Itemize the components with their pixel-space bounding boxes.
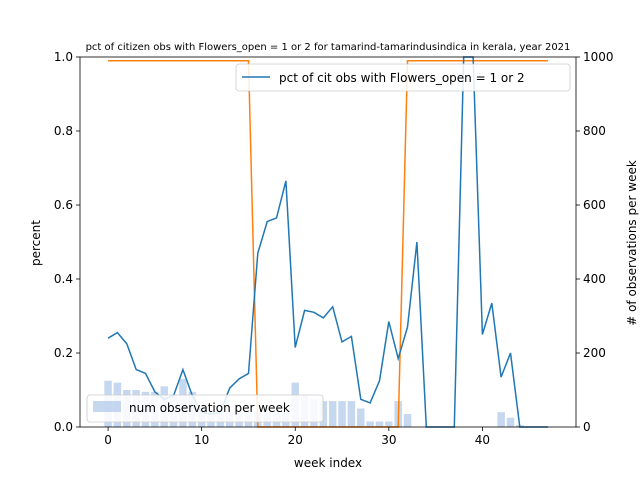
y2-tick-label: 800	[583, 124, 606, 138]
x-tick-label: 30	[381, 433, 396, 447]
x-tick-label: 20	[288, 433, 303, 447]
observation-bar	[338, 401, 346, 427]
y-axis-label: percent	[29, 220, 43, 266]
observation-count-line	[108, 59, 548, 428]
y2-tick-label: 1000	[583, 50, 614, 64]
legend-label-line: pct of cit obs with Flowers_open = 1 or …	[279, 71, 525, 85]
observation-bar	[385, 421, 393, 427]
observation-bar	[375, 421, 384, 427]
legend-swatch-bars	[93, 401, 121, 412]
axes: 0 10 20 30 40 0.0 0.2 0.4 0.6 0.8 1.0 0 200 400 600 800…	[54, 50, 614, 447]
y2-tick-label: 600	[583, 198, 606, 212]
observation-bar	[357, 408, 365, 427]
legends: pct of cit obs with Flowers_open = 1 or …	[86, 63, 571, 423]
x-axis-label: week index	[294, 456, 362, 470]
x-tick-label: 0	[104, 433, 112, 447]
y2-axis-label: # of observations per week	[625, 160, 639, 326]
chart-title: pct of citizen obs with Flowers_open = 1…	[86, 42, 571, 53]
observation-bar	[506, 417, 515, 427]
y2-tick-label: 0	[583, 420, 591, 434]
y-tick-label: 0.0	[54, 420, 73, 434]
x-tick-label: 10	[194, 433, 209, 447]
legend-box-bars	[86, 394, 324, 423]
y-tick-label: 0.8	[54, 124, 73, 138]
y2-tick-label: 400	[583, 272, 606, 286]
plot-frame	[79, 56, 577, 428]
y-tick-label: 1.0	[54, 50, 73, 64]
observation-bar	[497, 412, 505, 427]
observation-bar	[403, 414, 412, 427]
y-tick-label: 0.6	[54, 198, 73, 212]
legend-box-line	[235, 63, 571, 92]
line-series	[107, 56, 548, 428]
y2-tick-label: 200	[583, 346, 606, 360]
legend-label-bars: num observation per week	[129, 401, 290, 415]
y-tick-label: 0.2	[54, 346, 73, 360]
y-tick-label: 0.4	[54, 272, 73, 286]
percent-flowers-open-line	[107, 56, 548, 428]
x-tick-label: 40	[475, 433, 490, 447]
observation-bar	[366, 421, 374, 427]
observation-bar	[347, 401, 356, 427]
observation-bar	[328, 401, 337, 427]
